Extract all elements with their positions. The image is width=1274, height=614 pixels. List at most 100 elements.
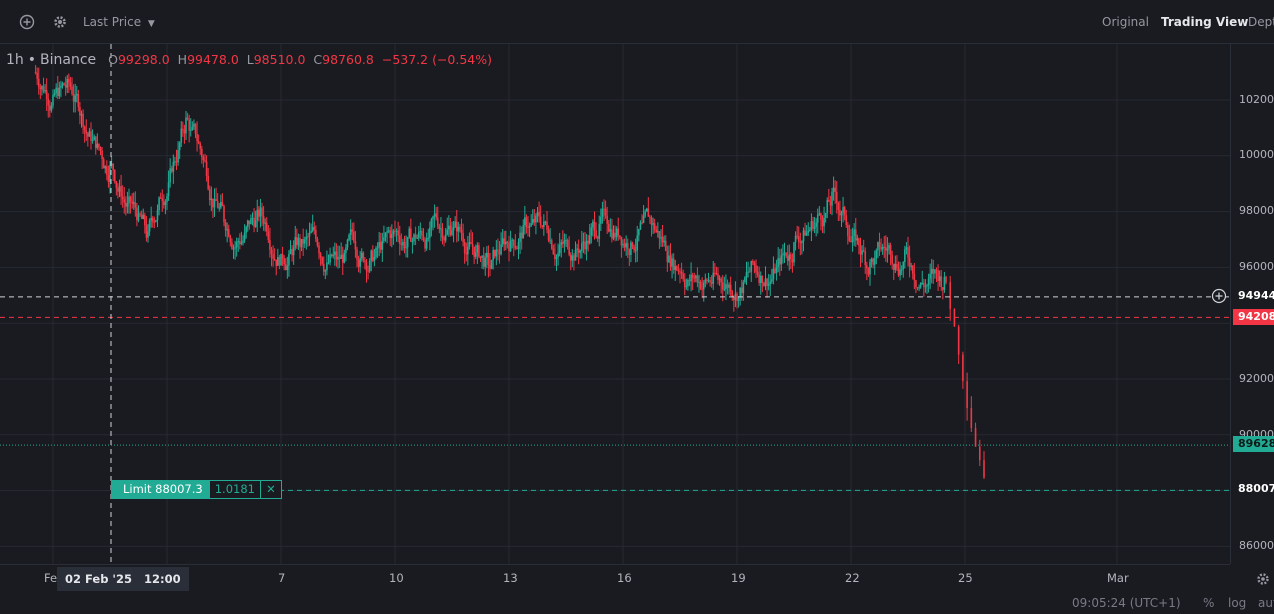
auto-toggle[interactable]: auto	[1258, 596, 1274, 610]
candle-body-down	[269, 240, 271, 250]
candle-body-up	[704, 279, 707, 283]
percent-toggle[interactable]: %	[1203, 596, 1215, 610]
candle-body-down	[740, 287, 743, 294]
candle-body-up	[220, 202, 222, 208]
candle-body-up	[531, 218, 534, 224]
candle-body-down	[204, 160, 206, 162]
candle-body-down	[753, 262, 756, 266]
candle-body-up	[543, 221, 545, 227]
candle-body-up	[750, 261, 753, 272]
candle-body-up	[772, 268, 775, 280]
chart-area[interactable]	[0, 44, 1230, 564]
candle-body-down	[221, 202, 224, 207]
candle-body-up	[387, 230, 390, 232]
candle-body-down	[90, 131, 92, 141]
plus-circle-icon[interactable]	[1211, 288, 1227, 304]
candle-body-up	[425, 238, 428, 249]
gear-icon[interactable]	[52, 14, 68, 30]
candle-body-down	[341, 254, 344, 263]
candle-body-up	[213, 199, 216, 208]
candle-body-down	[465, 252, 468, 255]
candle-body-down	[916, 287, 919, 289]
candle-body-down	[227, 229, 230, 237]
candle-body-up	[869, 261, 871, 275]
chart-toolbar: Last Price ▼ Original Trading View Depth	[0, 0, 1274, 44]
limit-order-quantity[interactable]: 1.0181	[208, 480, 261, 499]
candle-body-down	[562, 242, 564, 244]
candle-body-down	[595, 230, 597, 238]
candle-body-down	[676, 266, 678, 271]
candle-body-down	[889, 245, 892, 255]
candle-body-down	[449, 225, 452, 235]
candle-body-up	[582, 241, 585, 244]
add-icon[interactable]	[19, 14, 35, 30]
candle-body-down	[129, 196, 132, 202]
candle-body-down	[275, 259, 278, 266]
candle-body-up	[326, 262, 328, 271]
candle-body-up	[505, 241, 507, 245]
candle-body-down	[357, 259, 360, 267]
time-tick: 10	[389, 571, 404, 585]
candle-body-down	[552, 248, 555, 255]
candle-body-down	[974, 427, 977, 447]
tab-original[interactable]: Original	[1102, 15, 1149, 29]
legend-open: 99298.0	[117, 52, 170, 67]
candle-body-down	[804, 230, 806, 236]
candle-body-down	[199, 143, 202, 149]
candle-body-up	[360, 252, 363, 258]
candle-body-up	[877, 242, 879, 251]
candle-body-down	[87, 133, 89, 137]
candle-body-up	[824, 212, 827, 218]
candle-body-up	[254, 220, 257, 227]
candle-body-down	[726, 284, 729, 288]
limit-order-line-label[interactable]: Limit 88007.3 1.0181 ✕	[111, 480, 282, 499]
tab-trading-view[interactable]: Trading View	[1161, 15, 1249, 29]
candle-body-down	[144, 215, 146, 226]
candle-body-up	[926, 285, 928, 287]
candle-body-up	[725, 284, 727, 290]
candle-body-up	[747, 271, 749, 273]
tab-depth[interactable]: Depth	[1248, 15, 1274, 29]
candle-body-down	[867, 268, 870, 275]
candle-body-up	[873, 258, 876, 265]
candle-body-up	[172, 161, 175, 172]
candle-body-up	[303, 239, 306, 244]
candle-body-up	[451, 230, 453, 235]
candle-body-down	[525, 217, 528, 228]
candle-body-down	[611, 229, 613, 239]
candle-body-down	[34, 72, 37, 74]
log-toggle[interactable]: log	[1228, 596, 1247, 610]
candle-body-up	[334, 251, 336, 255]
candle-body-up	[517, 241, 520, 250]
limit-order-label[interactable]: Limit 88007.3	[111, 480, 209, 499]
close-icon[interactable]: ✕	[260, 480, 282, 499]
candle-body-up	[41, 86, 43, 90]
candlestick-chart[interactable]	[0, 44, 1230, 564]
candle-body-up	[687, 280, 689, 287]
candle-body-up	[408, 228, 411, 238]
candle-body-up	[292, 247, 295, 256]
candle-body-up	[346, 239, 349, 248]
candle-body-up	[536, 212, 539, 216]
candle-body-down	[584, 241, 586, 250]
candle-body-down	[508, 243, 510, 252]
candle-body-up	[58, 87, 61, 97]
candle-body-down	[631, 242, 634, 247]
candle-body-up	[652, 223, 654, 225]
candle-body-down	[626, 243, 629, 250]
candle-body-down	[786, 256, 789, 261]
candle-body-up	[813, 226, 816, 229]
candle-body-up	[634, 250, 637, 252]
candle-body-down	[837, 202, 840, 210]
price-source-dropdown[interactable]: Last Price ▼	[83, 12, 155, 34]
candle-body-up	[234, 247, 236, 249]
candle-body-down	[115, 181, 118, 188]
candle-body-down	[398, 235, 401, 244]
candle-body-down	[942, 287, 944, 290]
candle-body-down	[267, 231, 270, 241]
settings-icon[interactable]	[1255, 571, 1271, 591]
candle-body-down	[487, 252, 490, 265]
legend-separator: •	[27, 52, 37, 68]
candle-body-up	[579, 250, 582, 253]
candle-body-up	[910, 265, 912, 267]
